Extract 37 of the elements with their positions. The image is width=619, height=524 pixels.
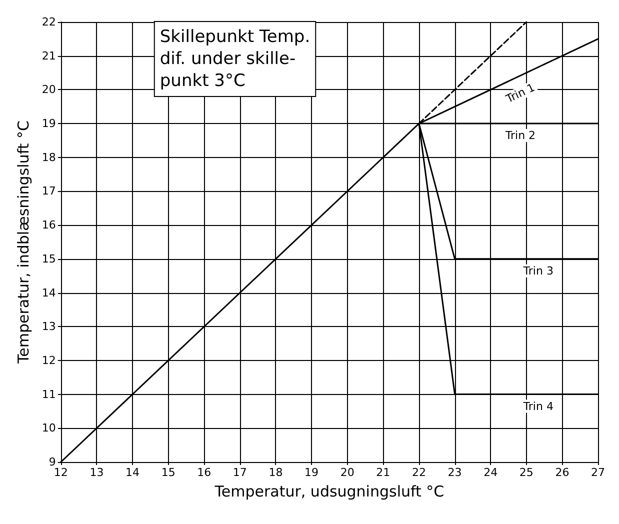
text: Trin 1: [503, 80, 537, 106]
y-tick-label: 18: [42, 150, 56, 164]
y-tick-label: 20: [42, 83, 56, 96]
x-tick-label: 16: [197, 466, 212, 479]
y-tick-label: 12: [42, 354, 56, 367]
y-tick-label: 11: [42, 388, 56, 401]
series-label: Trin 3: [522, 264, 554, 278]
x-tick-label: 25: [519, 466, 534, 479]
x-tick-label: 18: [268, 466, 283, 479]
x-tick-label: 19: [304, 466, 319, 479]
x-tick-label: 12: [54, 466, 68, 479]
y-tick-label: 21: [42, 49, 56, 62]
x-tick-label: 21: [376, 466, 390, 479]
x-tick-label: 17: [232, 466, 247, 479]
y-tick-label: 10: [42, 422, 56, 435]
series-label: Trin 2: [504, 129, 536, 142]
x-tick-label: 26: [555, 466, 570, 479]
series-label: Trin 4: [522, 400, 554, 413]
annotation: Skillepunkt Temp. dif. under skille- punkt 3°C: [160, 27, 310, 91]
x-axis-title: Temperatur, udsugningsluft °C: [214, 482, 444, 500]
x-tick-label: 15: [161, 466, 176, 479]
x-tick-label: 24: [484, 466, 498, 479]
y-tick-label: 17: [42, 184, 56, 198]
x-tick-label: 20: [340, 466, 354, 479]
y-tick-label: 15: [42, 252, 56, 266]
y-axis-title: Temperatur, indblæsningsluft °C: [14, 120, 32, 364]
y-tick-label: 19: [42, 117, 56, 130]
y-tick-label: 22: [42, 16, 56, 28]
x-tick-label: 22: [412, 466, 426, 479]
x-tick-label: 14: [126, 466, 140, 479]
y-tick-label: 13: [42, 320, 56, 334]
y-tick-label: 14: [42, 286, 56, 300]
y-tick-label: 16: [42, 218, 56, 232]
x-tick-label: 23: [448, 466, 462, 479]
y-tick-label: 9: [48, 456, 56, 468]
x-tick-label: 27: [591, 466, 605, 479]
x-tick-label: 13: [90, 466, 104, 479]
